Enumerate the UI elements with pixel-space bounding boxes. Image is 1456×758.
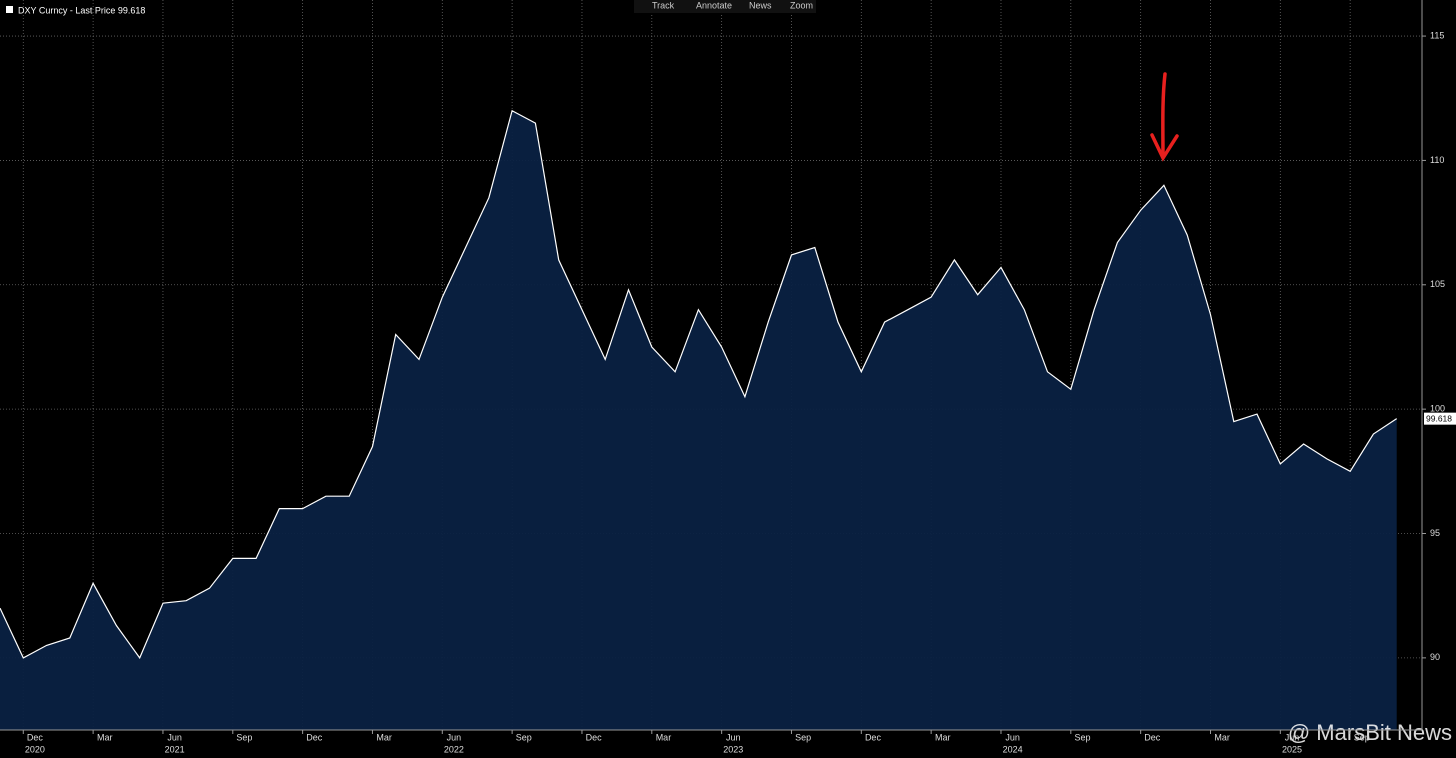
x-tick-label: Sep: [516, 732, 532, 742]
x-tick-label: Dec: [306, 732, 323, 742]
legend-swatch: [6, 6, 13, 13]
year-label: 2023: [723, 744, 743, 754]
toolbar: [634, 0, 816, 13]
x-tick-label: Mar: [656, 732, 672, 742]
year-label: 2022: [444, 744, 464, 754]
x-tick-label: Dec: [27, 732, 44, 742]
x-tick-label: Dec: [586, 732, 603, 742]
year-label: 2020: [25, 744, 45, 754]
x-tick-label: Jun: [1285, 732, 1300, 742]
watermark: @ MarsBit News: [1288, 720, 1452, 745]
year-label: 2025: [1282, 744, 1302, 754]
year-label: 2021: [165, 744, 185, 754]
plot: [0, 0, 1420, 730]
toolbar-news[interactable]: News: [749, 0, 772, 10]
y-tick-label: 100: [1430, 404, 1445, 414]
x-tick-label: Mar: [97, 732, 113, 742]
x-tick-label: Jun: [1005, 732, 1020, 742]
x-tick-label: Jun: [726, 732, 741, 742]
y-tick-label: 110: [1430, 155, 1444, 165]
x-tick-label: Sep: [795, 732, 811, 742]
chart-title: DXY Curncy - Last Price 99.618: [18, 5, 145, 15]
x-tick-label: Sep: [1074, 732, 1090, 742]
y-tick-label: 115: [1430, 30, 1444, 40]
y-tick-label: 90: [1430, 652, 1440, 662]
toolbar-zoom[interactable]: Zoom: [790, 0, 813, 10]
x-tick-label: Sep: [1354, 732, 1370, 742]
last-price-label: 99.618: [1426, 413, 1452, 423]
annotation-arrow: [1150, 72, 1179, 162]
x-tick-label: Jun: [447, 732, 462, 742]
x-tick-label: Mar: [935, 732, 951, 742]
toolbar-track[interactable]: Track: [652, 0, 675, 10]
x-tick-label: Jun: [167, 732, 182, 742]
line: [0, 109, 1398, 660]
x-tick-label: Dec: [865, 732, 882, 742]
y-tick-label: 105: [1430, 279, 1445, 289]
last-price-tag: [1424, 412, 1456, 425]
x-tick-label: Mar: [1214, 732, 1230, 742]
x-tick-label: Dec: [1144, 732, 1161, 742]
area: [0, 110, 1397, 730]
x-tick-label: Sep: [236, 732, 252, 742]
year-label: 2024: [1003, 744, 1023, 754]
toolbar-annotate[interactable]: Annotate: [696, 0, 732, 10]
y-tick-label: 95: [1430, 528, 1440, 538]
x-tick-label: Mar: [376, 732, 392, 742]
